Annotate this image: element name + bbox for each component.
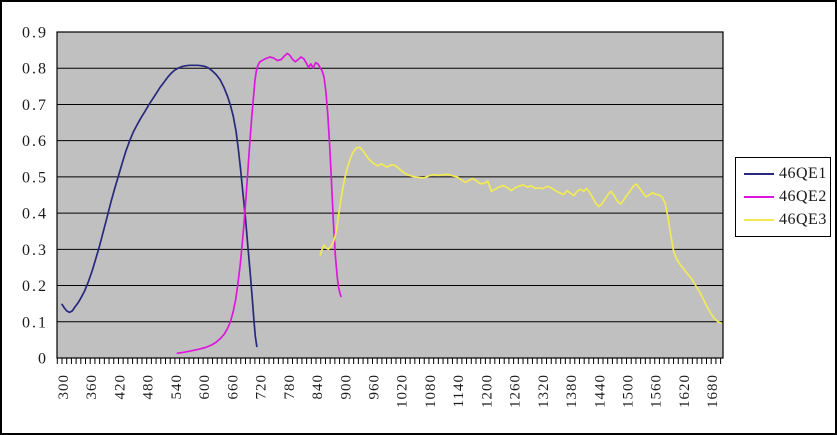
legend-item: 46QE3 <box>744 209 827 232</box>
x-tick-label: 660 <box>225 374 241 400</box>
legend-label: 46QE3 <box>779 211 827 229</box>
x-tick-label: 300 <box>56 374 72 400</box>
plot-area <box>56 31 724 359</box>
x-tick-label: 420 <box>112 374 128 400</box>
x-tick-label: 540 <box>169 374 185 400</box>
y-tick-label: 0.7 <box>22 97 48 114</box>
x-tick-label: 720 <box>254 374 270 400</box>
chart-legend: 46QE1 46QE2 46QE3 <box>735 157 831 237</box>
x-tick-label: 1260 <box>508 374 524 408</box>
x-tick-label: 1500 <box>621 374 637 408</box>
series-line-46QE1 <box>61 64 258 348</box>
x-tick-label: 960 <box>366 374 382 400</box>
x-tick-label: 1200 <box>479 374 495 408</box>
legend-line-icon <box>744 219 774 222</box>
legend-label: 46QE1 <box>779 164 827 182</box>
y-tick-label: 0.5 <box>22 169 48 186</box>
x-tick-label: 900 <box>338 374 354 400</box>
x-tick-label: 600 <box>197 374 213 400</box>
x-tick-label: 1380 <box>564 374 580 408</box>
y-tick-label: 0.3 <box>22 242 48 259</box>
legend-line-icon <box>744 172 774 175</box>
y-tick-label: 0.9 <box>22 25 48 42</box>
x-tick-label: 780 <box>282 374 298 400</box>
x-tick-label: 1020 <box>395 374 411 408</box>
legend-label: 46QE2 <box>779 187 827 205</box>
legend-item: 46QE2 <box>744 185 827 208</box>
x-tick-label: 840 <box>310 374 326 400</box>
legend-item: 46QE1 <box>744 162 827 185</box>
y-tick-label: 0.8 <box>22 61 48 78</box>
legend-line-icon <box>744 195 774 198</box>
y-tick-label: 0 <box>38 351 48 368</box>
series-line-46QE3 <box>319 146 722 324</box>
y-tick-label: 0.1 <box>22 314 48 331</box>
x-tick-label: 1080 <box>423 374 439 408</box>
x-tick-label: 1440 <box>592 374 608 408</box>
x-tick-label: 480 <box>141 374 157 400</box>
x-tick-label: 360 <box>84 374 100 400</box>
y-tick-label: 0.6 <box>22 133 48 150</box>
x-tick-label: 1320 <box>536 374 552 408</box>
y-tick-label: 0.2 <box>22 278 48 295</box>
y-tick-label: 0.4 <box>22 206 48 223</box>
x-tick-label: 1560 <box>649 374 665 408</box>
series-line-46QE2 <box>176 52 342 355</box>
x-tick-label: 1680 <box>705 374 721 408</box>
x-tick-label: 1620 <box>677 374 693 408</box>
x-tick-label: 1140 <box>451 374 467 407</box>
